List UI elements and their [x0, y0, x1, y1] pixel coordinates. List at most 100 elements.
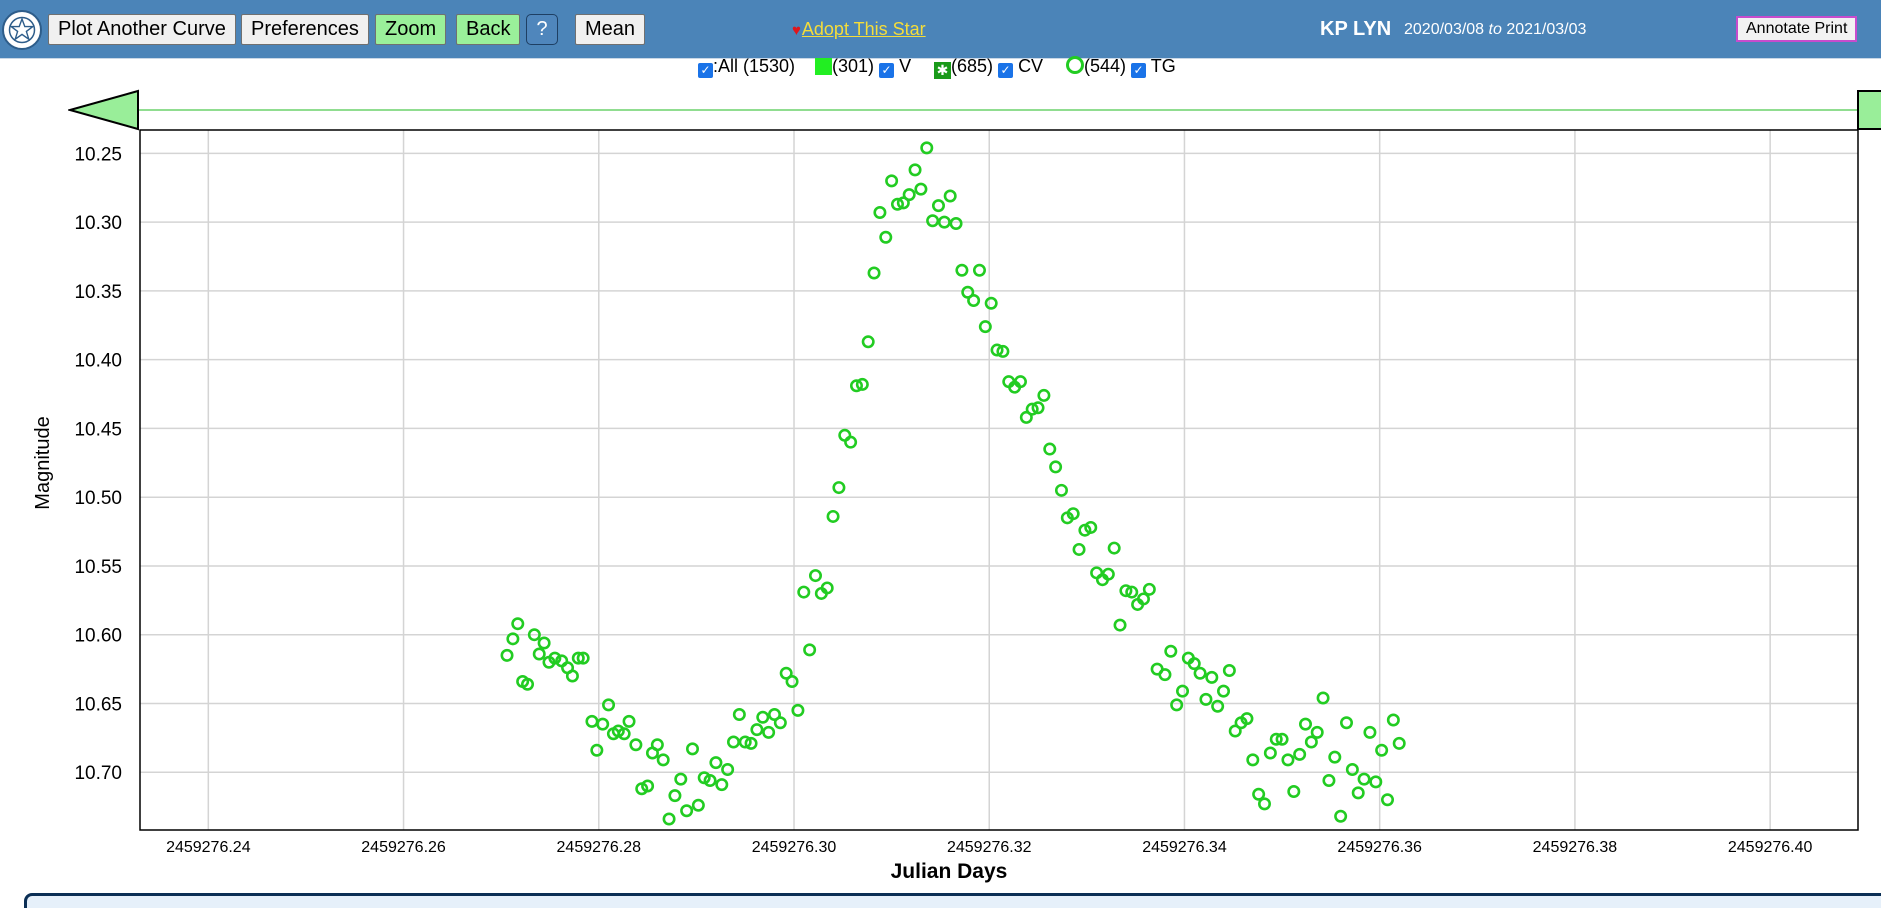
data-point[interactable] [885, 174, 899, 188]
mean-button[interactable]: Mean [575, 14, 646, 45]
data-point[interactable] [650, 738, 664, 752]
data-point[interactable] [779, 666, 793, 680]
data-point[interactable] [967, 294, 981, 308]
data-point[interactable] [908, 163, 922, 177]
data-point[interactable] [1375, 743, 1389, 757]
data-point[interactable] [1281, 753, 1295, 767]
data-point[interactable] [721, 762, 735, 776]
data-point[interactable] [732, 707, 746, 721]
data-point[interactable] [972, 263, 986, 277]
data-point[interactable] [1263, 746, 1277, 760]
range-slider[interactable] [68, 86, 1881, 132]
data-point[interactable] [1246, 753, 1260, 767]
data-point[interactable] [1304, 735, 1318, 749]
data-point[interactable] [1176, 684, 1190, 698]
data-point[interactable] [961, 285, 975, 299]
data-point[interactable] [1037, 388, 1051, 402]
data-point[interactable] [873, 206, 887, 220]
data-point[interactable] [1293, 747, 1307, 761]
data-point[interactable] [1136, 592, 1150, 606]
data-point[interactable] [537, 636, 551, 650]
data-point[interactable] [1351, 786, 1365, 800]
slider-left-arrow-icon[interactable] [68, 89, 139, 131]
aavso-star-logo-icon[interactable] [2, 10, 42, 50]
v-checkbox[interactable]: ✓ [879, 63, 895, 78]
data-point[interactable] [820, 581, 834, 595]
data-point[interactable] [949, 217, 963, 231]
data-point[interactable] [585, 714, 599, 728]
data-point[interactable] [955, 263, 969, 277]
data-point[interactable] [1193, 666, 1207, 680]
data-point[interactable] [926, 214, 940, 228]
data-point[interactable] [709, 756, 723, 770]
data-point[interactable] [548, 651, 562, 665]
data-point[interactable] [849, 379, 863, 393]
data-point[interactable] [532, 647, 546, 661]
data-point[interactable] [1158, 668, 1172, 682]
all-checkbox[interactable]: ✓ [698, 63, 713, 78]
data-point[interactable] [867, 266, 881, 280]
data-point[interactable] [861, 335, 875, 349]
data-point[interactable] [527, 628, 541, 642]
data-point[interactable] [902, 188, 916, 202]
annotate-print-button[interactable]: Annotate Print [1736, 16, 1858, 42]
cv-checkbox[interactable]: ✓ [998, 63, 1014, 78]
data-point[interactable] [1363, 725, 1377, 739]
data-point[interactable] [826, 509, 840, 523]
data-point[interactable] [756, 710, 770, 724]
back-button[interactable]: Back [456, 14, 521, 45]
data-point[interactable] [1211, 699, 1225, 713]
data-point[interactable] [1322, 773, 1336, 787]
data-point[interactable] [890, 197, 904, 211]
data-point[interactable] [785, 674, 799, 688]
data-point[interactable] [791, 703, 805, 717]
data-point[interactable] [808, 569, 822, 583]
data-point[interactable] [703, 773, 717, 787]
data-point[interactable] [617, 727, 631, 741]
data-point[interactable] [920, 141, 934, 155]
data-point[interactable] [1164, 644, 1178, 658]
data-point[interactable] [855, 377, 869, 391]
data-point[interactable] [506, 632, 520, 646]
data-point[interactable] [602, 698, 616, 712]
data-point[interactable] [937, 215, 951, 229]
data-point[interactable] [1084, 520, 1098, 534]
data-point[interactable] [1107, 541, 1121, 555]
data-point[interactable] [656, 753, 670, 767]
data-point[interactable] [521, 677, 535, 691]
data-point[interactable] [691, 798, 705, 812]
data-point[interactable] [879, 230, 893, 244]
data-point[interactable] [762, 725, 776, 739]
data-point[interactable] [1199, 692, 1213, 706]
data-point[interactable] [1258, 797, 1272, 811]
data-point[interactable] [767, 707, 781, 721]
data-point[interactable] [832, 481, 846, 495]
data-point[interactable] [1287, 784, 1301, 798]
data-point[interactable] [641, 779, 655, 793]
data-point[interactable] [1142, 582, 1156, 596]
data-point[interactable] [1275, 732, 1289, 746]
data-point[interactable] [1125, 585, 1139, 599]
zoom-button[interactable]: Zoom [375, 14, 447, 45]
data-point[interactable] [744, 736, 758, 750]
data-point[interactable] [511, 617, 525, 631]
data-point[interactable] [1228, 724, 1242, 738]
data-point[interactable] [1340, 716, 1354, 730]
data-point[interactable] [1119, 584, 1133, 598]
data-point[interactable] [1386, 713, 1400, 727]
data-point[interactable] [1252, 787, 1266, 801]
help-button[interactable]: ? [526, 14, 558, 45]
data-point[interactable] [896, 196, 910, 210]
data-point[interactable] [943, 189, 957, 203]
data-point[interactable] [1031, 401, 1045, 415]
data-point[interactable] [662, 812, 676, 826]
data-point[interactable] [931, 199, 945, 213]
data-point[interactable] [1217, 684, 1231, 698]
data-point[interactable] [1066, 507, 1080, 521]
data-point[interactable] [1328, 750, 1342, 764]
data-point[interactable] [1049, 460, 1063, 474]
data-point[interactable] [565, 669, 579, 683]
data-point[interactable] [1392, 736, 1406, 750]
data-point[interactable] [1019, 410, 1033, 424]
data-point[interactable] [715, 778, 729, 792]
